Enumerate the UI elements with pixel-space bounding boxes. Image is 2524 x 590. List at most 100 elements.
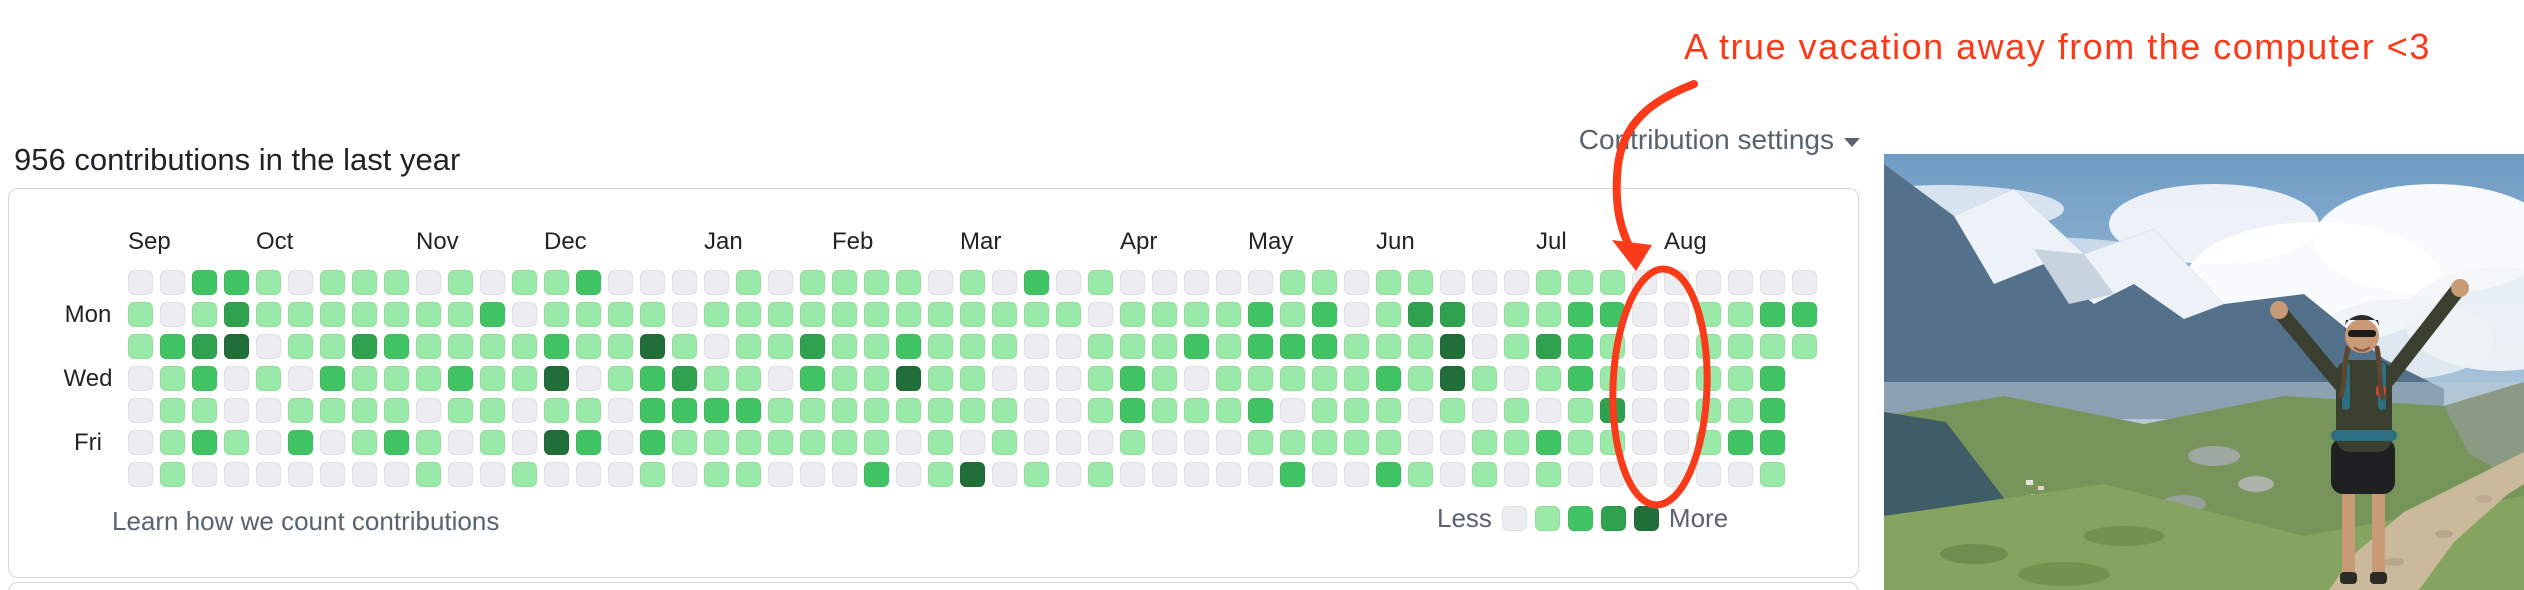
contribution-cell[interactable] — [1184, 430, 1209, 455]
contribution-cell[interactable] — [896, 270, 921, 295]
contribution-cell[interactable] — [352, 302, 377, 327]
contribution-cell[interactable] — [800, 462, 825, 487]
contribution-cell[interactable] — [1568, 270, 1593, 295]
contribution-cell[interactable] — [480, 398, 505, 423]
contribution-cell[interactable] — [1664, 430, 1689, 455]
contribution-cell[interactable] — [224, 398, 249, 423]
contribution-cell[interactable] — [1696, 398, 1721, 423]
contribution-cell[interactable] — [384, 462, 409, 487]
contribution-cell[interactable] — [832, 302, 857, 327]
contribution-cell[interactable] — [1600, 430, 1625, 455]
contribution-cell[interactable] — [864, 398, 889, 423]
contribution-cell[interactable] — [544, 334, 569, 359]
contribution-cell[interactable] — [1280, 334, 1305, 359]
contribution-cell[interactable] — [1312, 334, 1337, 359]
contribution-cell[interactable] — [608, 270, 633, 295]
contribution-cell[interactable] — [1440, 462, 1465, 487]
contribution-cell[interactable] — [960, 334, 985, 359]
contribution-cell[interactable] — [384, 334, 409, 359]
contribution-cell[interactable] — [256, 302, 281, 327]
contribution-cell[interactable] — [1120, 334, 1145, 359]
contribution-cell[interactable] — [1280, 398, 1305, 423]
contribution-cell[interactable] — [1152, 430, 1177, 455]
contribution-cell[interactable] — [1120, 366, 1145, 391]
contribution-cell[interactable] — [544, 366, 569, 391]
contribution-cell[interactable] — [1088, 430, 1113, 455]
contribution-cell[interactable] — [1536, 430, 1561, 455]
contribution-cell[interactable] — [224, 270, 249, 295]
contribution-cell[interactable] — [288, 270, 313, 295]
contribution-cell[interactable] — [320, 270, 345, 295]
contribution-cell[interactable] — [704, 430, 729, 455]
contribution-cell[interactable] — [1536, 366, 1561, 391]
contribution-cell[interactable] — [320, 302, 345, 327]
contribution-cell[interactable] — [1312, 366, 1337, 391]
contribution-cell[interactable] — [512, 430, 537, 455]
contribution-cell[interactable] — [704, 270, 729, 295]
contribution-cell[interactable] — [128, 366, 153, 391]
contribution-cell[interactable] — [1312, 430, 1337, 455]
contribution-cell[interactable] — [1536, 462, 1561, 487]
contribution-cell[interactable] — [320, 462, 345, 487]
contribution-cell[interactable] — [1312, 302, 1337, 327]
contribution-cell[interactable] — [1760, 366, 1785, 391]
contribution-cell[interactable] — [576, 398, 601, 423]
contribution-cell[interactable] — [736, 366, 761, 391]
contribution-cell[interactable] — [1760, 398, 1785, 423]
contribution-cell[interactable] — [768, 462, 793, 487]
contribution-cell[interactable] — [800, 334, 825, 359]
contribution-cell[interactable] — [896, 334, 921, 359]
contribution-cell[interactable] — [1568, 334, 1593, 359]
contribution-cell[interactable] — [896, 398, 921, 423]
contribution-cell[interactable] — [896, 430, 921, 455]
contribution-cell[interactable] — [1536, 270, 1561, 295]
contribution-cell[interactable] — [768, 430, 793, 455]
contribution-cell[interactable] — [1760, 302, 1785, 327]
contribution-cell[interactable] — [1248, 334, 1273, 359]
contribution-cell[interactable] — [512, 366, 537, 391]
contribution-cell[interactable] — [992, 462, 1017, 487]
contribution-cell[interactable] — [128, 302, 153, 327]
contribution-cell[interactable] — [256, 366, 281, 391]
contribution-cell[interactable] — [1376, 462, 1401, 487]
contribution-cell[interactable] — [448, 398, 473, 423]
contribution-cell[interactable] — [832, 366, 857, 391]
contribution-cell[interactable] — [480, 334, 505, 359]
contribution-cell[interactable] — [1664, 366, 1689, 391]
contribution-cell[interactable] — [1472, 462, 1497, 487]
contribution-cell[interactable] — [1280, 302, 1305, 327]
contribution-cell[interactable] — [1568, 462, 1593, 487]
contribution-cell[interactable] — [928, 398, 953, 423]
contribution-cell[interactable] — [1632, 430, 1657, 455]
contribution-cell[interactable] — [192, 398, 217, 423]
contribution-cell[interactable] — [928, 462, 953, 487]
contribution-cell[interactable] — [192, 270, 217, 295]
contribution-cell[interactable] — [160, 462, 185, 487]
contribution-cell[interactable] — [1024, 334, 1049, 359]
contribution-cell[interactable] — [1152, 366, 1177, 391]
contribution-cell[interactable] — [736, 334, 761, 359]
contribution-cell[interactable] — [992, 398, 1017, 423]
contribution-cell[interactable] — [512, 302, 537, 327]
contribution-cell[interactable] — [1184, 270, 1209, 295]
contribution-cell[interactable] — [1152, 398, 1177, 423]
contribution-cell[interactable] — [864, 462, 889, 487]
contribution-cell[interactable] — [1248, 430, 1273, 455]
contribution-cell[interactable] — [1472, 398, 1497, 423]
contribution-cell[interactable] — [928, 334, 953, 359]
contribution-cell[interactable] — [1664, 334, 1689, 359]
contribution-cell[interactable] — [448, 334, 473, 359]
contribution-cell[interactable] — [352, 270, 377, 295]
contribution-cell[interactable] — [512, 270, 537, 295]
contribution-cell[interactable] — [1056, 430, 1081, 455]
contribution-cell[interactable] — [192, 302, 217, 327]
contribution-cell[interactable] — [1504, 398, 1529, 423]
contribution-cell[interactable] — [192, 430, 217, 455]
contribution-cell[interactable] — [192, 334, 217, 359]
contribution-cell[interactable] — [608, 398, 633, 423]
contribution-cell[interactable] — [544, 462, 569, 487]
contribution-cell[interactable] — [576, 270, 601, 295]
contribution-cell[interactable] — [768, 302, 793, 327]
contribution-cell[interactable] — [1248, 270, 1273, 295]
contribution-cell[interactable] — [1568, 366, 1593, 391]
